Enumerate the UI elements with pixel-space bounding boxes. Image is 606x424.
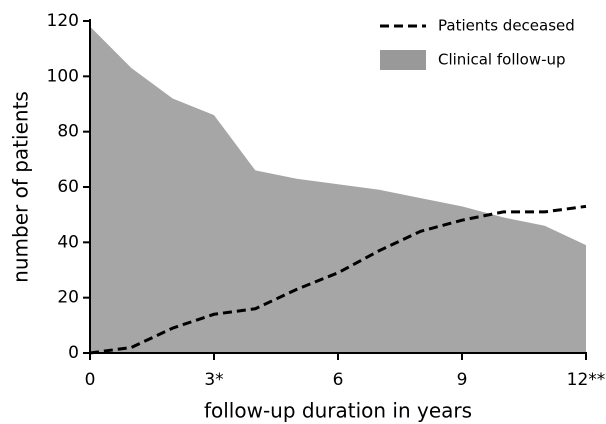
y-tick-label: 120 xyxy=(47,11,79,31)
x-tick-label: 12** xyxy=(567,370,606,390)
plot-area xyxy=(89,26,587,355)
x-tick-label: 0 xyxy=(85,370,96,390)
y-axis-title: number of patients xyxy=(9,91,33,283)
y-tick-label: 40 xyxy=(57,232,79,252)
y-tick-label: 100 xyxy=(47,66,79,86)
legend-swatch xyxy=(380,50,426,70)
y-tick-label: 0 xyxy=(68,343,79,363)
line xyxy=(89,204,587,355)
y-tick-label: 20 xyxy=(57,288,79,308)
y-tick-label: 80 xyxy=(57,122,79,142)
x-axis-title: follow-up duration in years xyxy=(204,399,472,423)
legend-label: Patients deceased xyxy=(438,17,575,35)
area xyxy=(90,26,586,354)
legend-label: Clinical follow-up xyxy=(438,51,566,69)
x-tick-label: 3* xyxy=(204,370,223,390)
x-tick-label: 9 xyxy=(457,370,468,390)
y-tick-label: 60 xyxy=(57,177,79,197)
x-tick-label: 6 xyxy=(333,370,344,390)
